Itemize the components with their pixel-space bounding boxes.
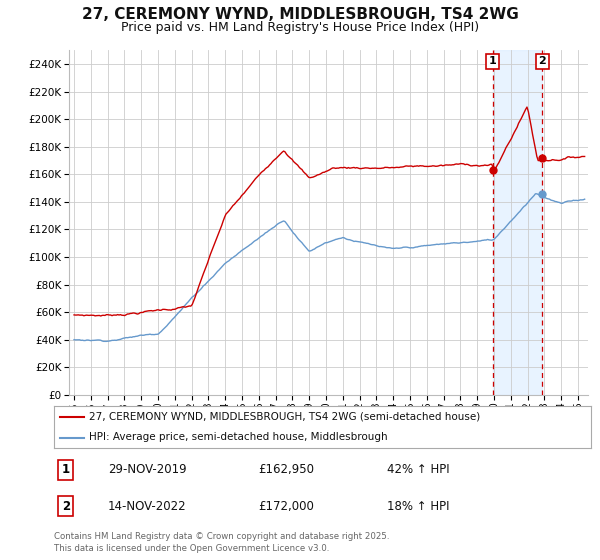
Text: 42% ↑ HPI: 42% ↑ HPI (387, 463, 449, 476)
Bar (493, 50, 542, 395)
Text: Price paid vs. HM Land Registry's House Price Index (HPI): Price paid vs. HM Land Registry's House … (121, 21, 479, 34)
Text: 27, CEREMONY WYND, MIDDLESBROUGH, TS4 2WG: 27, CEREMONY WYND, MIDDLESBROUGH, TS4 2W… (82, 7, 518, 22)
Text: 14-NOV-2022: 14-NOV-2022 (108, 500, 187, 512)
Text: £162,950: £162,950 (258, 463, 314, 476)
Text: 1: 1 (62, 463, 70, 476)
Text: 27, CEREMONY WYND, MIDDLESBROUGH, TS4 2WG (semi-detached house): 27, CEREMONY WYND, MIDDLESBROUGH, TS4 2W… (89, 412, 480, 422)
Text: 18% ↑ HPI: 18% ↑ HPI (387, 500, 449, 512)
Text: HPI: Average price, semi-detached house, Middlesbrough: HPI: Average price, semi-detached house,… (89, 432, 388, 442)
Text: 2: 2 (62, 500, 70, 512)
Text: Contains HM Land Registry data © Crown copyright and database right 2025.
This d: Contains HM Land Registry data © Crown c… (54, 533, 389, 553)
Text: 2: 2 (538, 57, 546, 67)
Text: £172,000: £172,000 (258, 500, 314, 512)
Text: 1: 1 (488, 57, 496, 67)
Text: 29-NOV-2019: 29-NOV-2019 (108, 463, 187, 476)
